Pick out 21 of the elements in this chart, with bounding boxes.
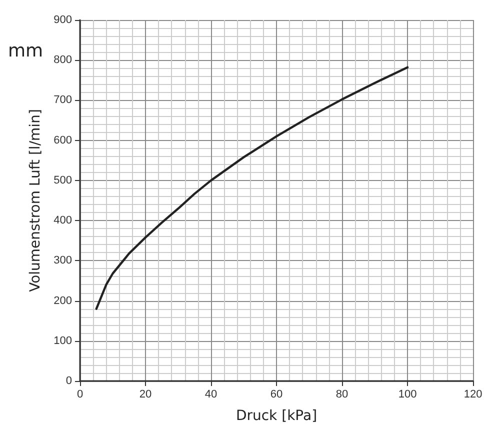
x-tick-label: 0 xyxy=(76,388,84,400)
x-tick-label: 60 xyxy=(270,388,283,400)
y-tick-label: 900 xyxy=(54,14,72,26)
x-tick-label: 80 xyxy=(336,388,348,400)
x-tick-label: 120 xyxy=(464,388,482,400)
y-tick-label: 500 xyxy=(54,174,72,186)
y-axis-title: Volumenstrom Luft [l/min] xyxy=(28,109,44,292)
x-tick-label: 40 xyxy=(204,388,218,400)
x-tick-label: 100 xyxy=(398,388,417,400)
text: mm xyxy=(8,40,44,62)
y-tick-label: 300 xyxy=(54,254,72,267)
y-tick-label: 0 xyxy=(66,375,72,387)
y-tick-label: 400 xyxy=(54,214,72,227)
y-tick-label: 800 xyxy=(54,54,72,66)
x-axis-title: Druck [kPa] xyxy=(236,408,318,424)
x-tick-label: 20 xyxy=(139,388,152,400)
y-tick-label: 200 xyxy=(54,294,72,307)
y-tick-label: 100 xyxy=(54,334,72,347)
y-tick-label: 600 xyxy=(54,134,72,146)
y-tick-label: 700 xyxy=(54,94,72,106)
line-series xyxy=(95,66,409,310)
